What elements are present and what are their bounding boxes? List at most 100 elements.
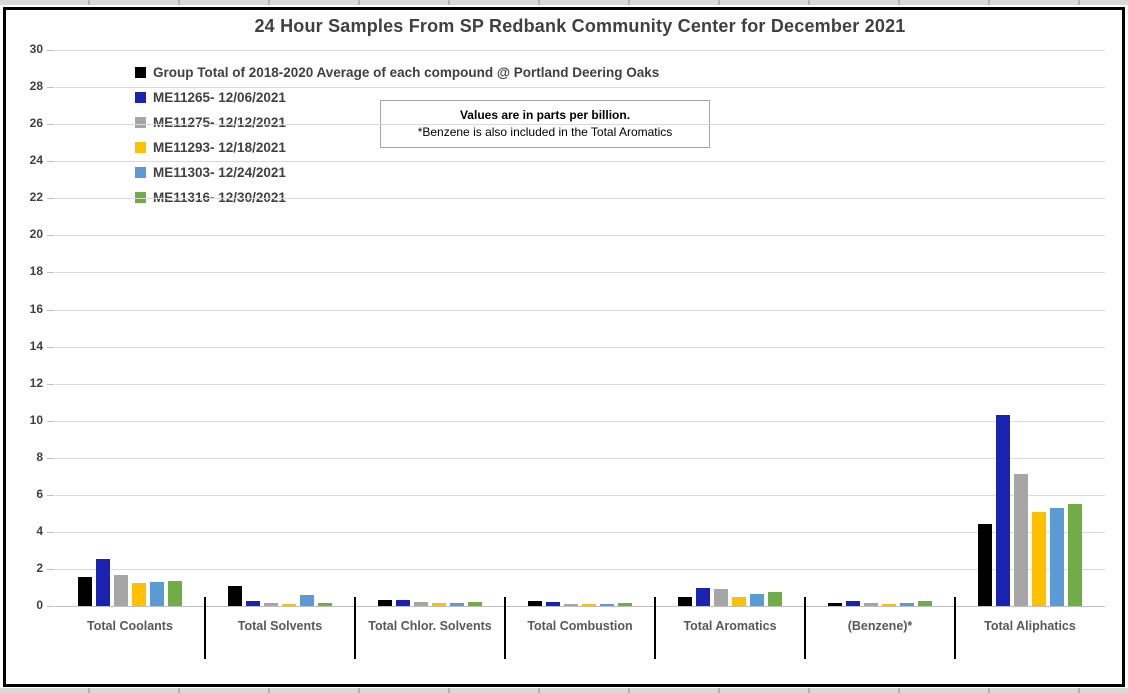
category-separator-tick bbox=[804, 597, 806, 659]
category-label: Total Aromatics bbox=[683, 619, 777, 633]
bar[interactable] bbox=[546, 601, 560, 606]
legend-swatch-icon bbox=[135, 141, 146, 153]
legend-label: ME11293- 12/18/2021 bbox=[153, 139, 286, 155]
y-axis-tick bbox=[47, 420, 54, 422]
y-axis-label: 28 bbox=[29, 79, 43, 94]
chart-title[interactable]: 24 Hour Samples From SP Redbank Communit… bbox=[254, 16, 906, 36]
bar[interactable] bbox=[564, 603, 578, 606]
y-axis-tick bbox=[47, 198, 54, 200]
gridline bbox=[55, 531, 1105, 533]
bar[interactable] bbox=[882, 604, 896, 606]
y-axis-label: 14 bbox=[29, 338, 43, 353]
bar[interactable] bbox=[618, 602, 632, 606]
y-axis-label: 20 bbox=[29, 227, 43, 242]
bar[interactable] bbox=[378, 599, 392, 606]
bar[interactable] bbox=[1050, 507, 1064, 606]
category-label: Total Chlor. Solvents bbox=[368, 619, 492, 633]
bar[interactable] bbox=[1068, 504, 1082, 606]
bar[interactable] bbox=[96, 558, 110, 606]
y-axis-tick bbox=[47, 309, 54, 311]
gridline bbox=[55, 309, 1105, 311]
category-label: Total Aliphatics bbox=[984, 619, 1076, 633]
category-label: Total Combustion bbox=[527, 619, 633, 633]
bar[interactable] bbox=[1014, 474, 1028, 606]
bar[interactable] bbox=[846, 601, 860, 606]
spreadsheet-row-bottom bbox=[0, 688, 1128, 693]
category-label: Total Solvents bbox=[237, 619, 323, 633]
bar[interactable] bbox=[768, 592, 782, 606]
bar[interactable] bbox=[450, 602, 464, 606]
legend-swatch-icon bbox=[135, 166, 146, 178]
gridline bbox=[55, 50, 1105, 51]
bar[interactable] bbox=[750, 594, 764, 606]
gridline bbox=[55, 235, 1105, 237]
bar[interactable] bbox=[828, 603, 842, 606]
gridline bbox=[55, 568, 1105, 570]
legend-swatch-icon bbox=[135, 91, 146, 103]
y-axis-tick bbox=[47, 346, 54, 348]
legend-label: ME11275- 12/12/2021 bbox=[153, 114, 286, 130]
legend-label: Group Total of 2018-2020 Average of each… bbox=[153, 64, 660, 80]
category-separator-tick bbox=[204, 597, 206, 659]
gridline bbox=[55, 383, 1105, 385]
bar[interactable] bbox=[78, 577, 92, 606]
category-separator-tick bbox=[654, 597, 656, 659]
y-axis-label: 18 bbox=[29, 264, 43, 279]
chart-legend: Group Total of 2018-2020 Average of each… bbox=[135, 63, 659, 206]
y-axis-tick bbox=[47, 161, 54, 163]
bar[interactable] bbox=[282, 604, 296, 606]
bar[interactable] bbox=[714, 589, 728, 606]
gridline bbox=[55, 161, 1105, 163]
bar[interactable] bbox=[918, 601, 932, 606]
y-axis-tick bbox=[47, 124, 54, 126]
bar[interactable] bbox=[132, 582, 146, 606]
legend-item[interactable]: ME11265- 12/06/2021 bbox=[135, 88, 659, 106]
bar[interactable] bbox=[114, 574, 128, 606]
bar[interactable] bbox=[264, 602, 278, 606]
y-axis-label: 10 bbox=[29, 412, 43, 427]
bar[interactable] bbox=[864, 603, 878, 606]
bar[interactable] bbox=[168, 581, 182, 606]
bar[interactable] bbox=[528, 601, 542, 606]
bar[interactable] bbox=[396, 600, 410, 606]
y-axis-label: 6 bbox=[36, 486, 43, 501]
bar[interactable] bbox=[300, 594, 314, 606]
bar[interactable] bbox=[468, 602, 482, 606]
legend-item[interactable]: ME11293- 12/18/2021 bbox=[135, 138, 659, 156]
x-axis-line bbox=[55, 606, 1105, 607]
gridline bbox=[55, 346, 1105, 348]
annotation-line-1: Values are in parts per billion. bbox=[459, 108, 631, 122]
legend-label: ME11316- 12/30/2021 bbox=[153, 189, 286, 205]
bar[interactable] bbox=[432, 602, 446, 606]
bar[interactable] bbox=[414, 601, 428, 606]
bar[interactable] bbox=[900, 603, 914, 606]
y-axis-label: 2 bbox=[36, 560, 43, 575]
bar[interactable] bbox=[150, 581, 164, 606]
y-axis-tick bbox=[47, 494, 54, 496]
gridline bbox=[55, 87, 1105, 89]
legend-item[interactable]: ME11303- 12/24/2021 bbox=[135, 163, 659, 181]
bar[interactable] bbox=[996, 415, 1010, 606]
bar[interactable] bbox=[318, 603, 332, 606]
bar[interactable] bbox=[228, 585, 242, 606]
bar[interactable] bbox=[582, 603, 596, 606]
bar[interactable] bbox=[978, 523, 992, 606]
legend-item[interactable]: Group Total of 2018-2020 Average of each… bbox=[135, 63, 659, 81]
y-axis-label: 30 bbox=[29, 42, 43, 56]
bar[interactable] bbox=[678, 596, 692, 606]
category-separator-tick bbox=[354, 597, 356, 659]
category-label: (Benzene)* bbox=[847, 619, 913, 633]
bar[interactable] bbox=[600, 603, 614, 606]
y-axis-tick bbox=[47, 272, 54, 274]
bar[interactable] bbox=[1032, 512, 1046, 606]
bar[interactable] bbox=[732, 596, 746, 606]
bar[interactable] bbox=[246, 601, 260, 606]
bar[interactable] bbox=[696, 588, 710, 606]
annotation-box[interactable]: Values are in parts per billion. *Benzen… bbox=[380, 100, 710, 148]
y-axis-tick bbox=[47, 87, 54, 89]
category-label: Total Coolants bbox=[87, 619, 173, 633]
legend-item[interactable]: ME11275- 12/12/2021 bbox=[135, 113, 659, 131]
legend-item[interactable]: ME11316- 12/30/2021 bbox=[135, 188, 659, 206]
y-axis-tick bbox=[47, 568, 54, 570]
